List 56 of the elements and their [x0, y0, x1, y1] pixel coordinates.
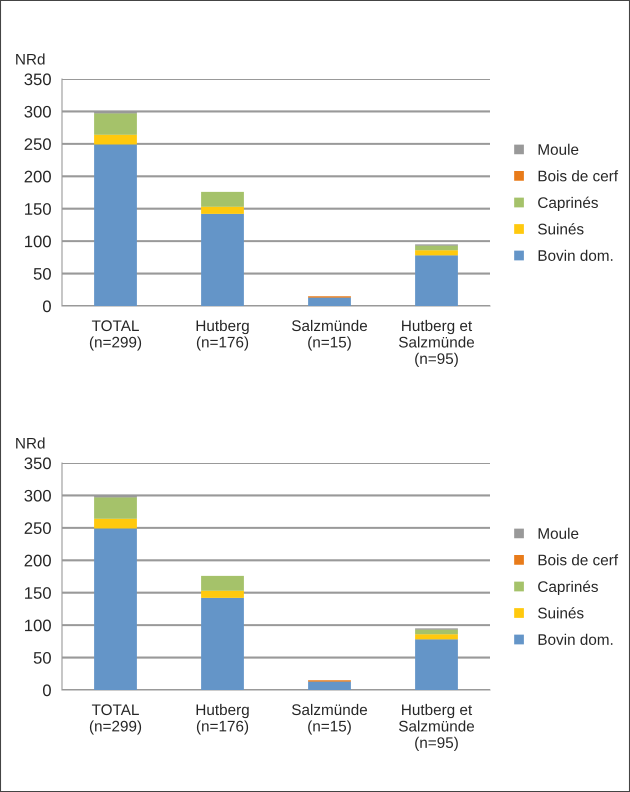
y-tick-label: 300: [24, 490, 51, 502]
legend-label: Moule: [538, 528, 578, 539]
bar: [415, 246, 458, 250]
y-tick-label: 50: [34, 268, 51, 280]
legend-label: Bois de cerf: [538, 170, 618, 182]
y-tick-label: 250: [24, 522, 51, 534]
y-tick-label: 150: [25, 203, 51, 215]
bar: [415, 639, 458, 690]
y-tick-label: 100: [25, 620, 51, 632]
x-tick-label: Salzmünde (n=15): [292, 704, 368, 735]
y-tick-label: 350: [24, 457, 51, 470]
y-tick-label: 250: [24, 138, 51, 150]
y-tick-label: 0: [42, 300, 51, 312]
bar: [94, 144, 137, 306]
y-tick-label: 300: [24, 106, 51, 118]
legend-label: Caprinés: [538, 580, 598, 596]
legend-label: Moule: [538, 144, 578, 155]
bar: [94, 518, 137, 529]
y-tick-label: 100: [25, 236, 51, 248]
x-tick-label: Hutberg et Salzmünde (n=95): [398, 320, 474, 368]
x-tick-label: Hutberg (n=176): [196, 704, 249, 735]
y-axis-title: NRd: [16, 437, 44, 449]
bar: [94, 528, 137, 690]
y-tick-label: 0: [42, 684, 51, 696]
x-tick-label: TOTAL (n=299): [90, 704, 142, 735]
bar: [201, 192, 244, 207]
bar: [415, 630, 458, 634]
legend-label: Bovin dom.: [538, 250, 612, 261]
bar: [94, 497, 137, 519]
y-tick-label: 350: [24, 73, 51, 86]
legend-label: Caprinés: [538, 196, 598, 212]
bar: [201, 598, 244, 690]
y-tick-label: 200: [24, 170, 51, 182]
x-tick-label: Hutberg et Salzmünde (n=95): [398, 704, 474, 752]
bar: [201, 590, 244, 598]
bar: [94, 113, 137, 135]
bar: [201, 206, 244, 214]
y-tick-label: 50: [34, 652, 51, 664]
y-axis-title: NRd: [16, 53, 44, 65]
legend-label: Bois de cerf: [538, 554, 618, 566]
bar: [308, 298, 351, 306]
bar: [415, 634, 458, 640]
legend-label: Suinés: [538, 607, 584, 619]
bar: [201, 214, 244, 306]
bar: [415, 250, 458, 256]
bar: [201, 576, 244, 591]
x-tick-label: Hutberg (n=176): [196, 320, 249, 351]
legend-label: Suinés: [538, 223, 584, 235]
x-tick-label: TOTAL (n=299): [90, 320, 142, 351]
bar: [308, 682, 351, 690]
legend-label: Bovin dom.: [538, 634, 612, 645]
bar: [94, 134, 137, 145]
y-tick-label: 150: [25, 587, 51, 599]
bar: [415, 255, 458, 306]
x-tick-label: Salzmünde (n=15): [292, 320, 368, 351]
y-tick-label: 200: [24, 554, 51, 566]
